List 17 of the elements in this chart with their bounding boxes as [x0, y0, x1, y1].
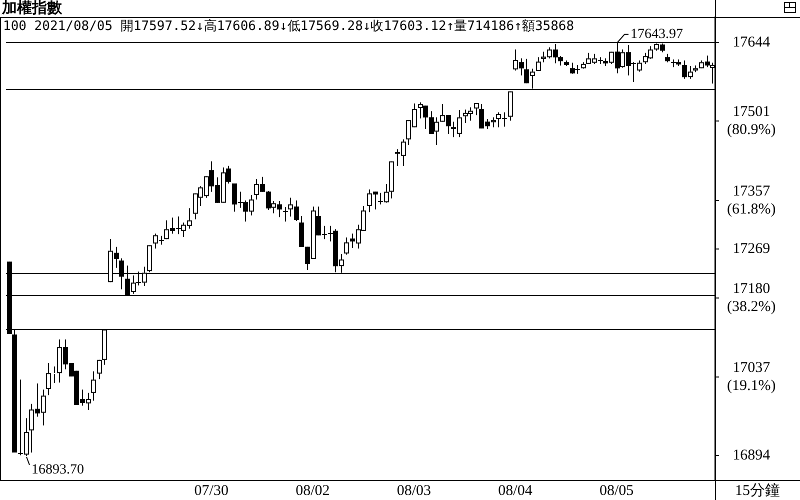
- chart-subtitle: 100 2021/08/05 開17597.52↓高17606.89↓低17569.28↓收17603.12↑量714186↑額35868: [3, 18, 574, 34]
- annotation: 16893.70: [32, 462, 84, 478]
- y-tick-label: 17269: [732, 240, 770, 257]
- y-tick-label: 17180 (38.2%): [726, 281, 776, 316]
- x-axis-title: 15分鐘: [735, 482, 780, 499]
- x-tick-label: 08/04: [498, 482, 533, 499]
- y-tick-label: 17037 (19.1%): [726, 360, 776, 394]
- y-tick-label: 16894: [732, 448, 771, 464]
- x-tick-label: 08/02: [296, 482, 330, 499]
- x-tick-label: 08/03: [396, 482, 432, 499]
- y-tick-label: 17357 (61.8%): [726, 183, 776, 218]
- x-tick-label: 08/05: [599, 482, 634, 499]
- y-tick-label: 17501 (80.9%): [726, 104, 776, 138]
- y-tick-label: 17644: [732, 34, 771, 50]
- chart-title: 加權指數: [1, 0, 63, 16]
- annotation: 17643.97: [630, 27, 683, 42]
- x-tick-label: 07/30: [194, 482, 228, 499]
